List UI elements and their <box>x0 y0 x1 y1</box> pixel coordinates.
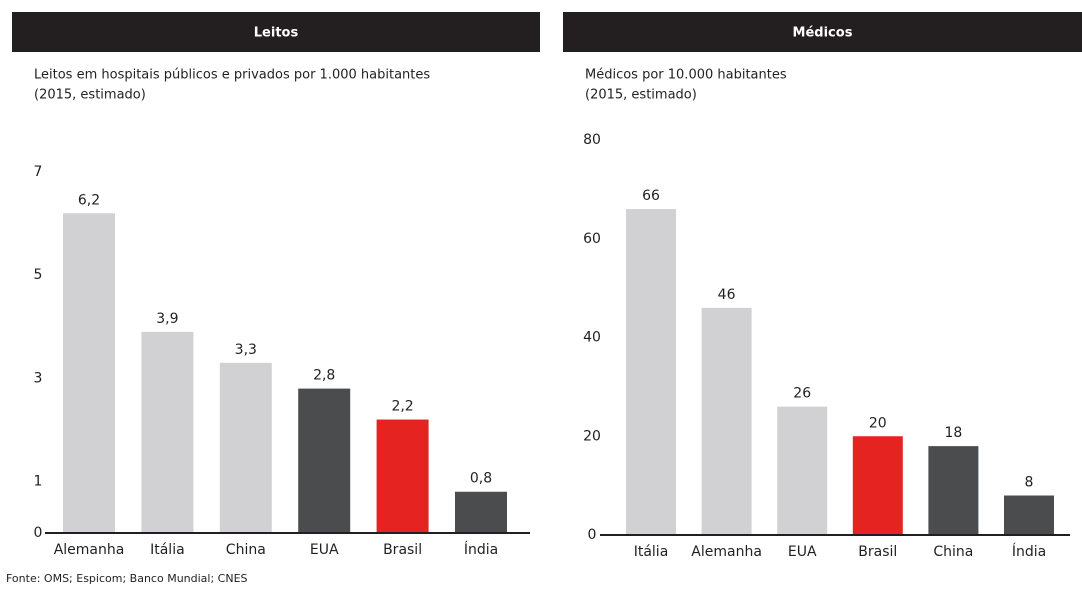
bar <box>626 209 676 535</box>
x-tick-label: EUA <box>788 544 817 560</box>
value-label: 3,9 <box>156 311 178 327</box>
x-tick-label: Alemanha <box>691 544 762 560</box>
header-bar <box>563 12 1082 52</box>
y-tick-label: 80 <box>583 132 601 148</box>
bar <box>141 331 194 533</box>
x-tick-label: Itália <box>150 542 185 558</box>
y-tick-label: 5 <box>34 267 43 283</box>
y-tick-label: 7 <box>34 164 43 180</box>
y-tick-label: 20 <box>583 428 601 444</box>
source: Fonte: OMS; Espicom; Banco Mundial; CNES <box>6 572 248 585</box>
bar <box>219 362 272 533</box>
bar <box>455 491 507 533</box>
subtitle: (2015, estimado) <box>34 88 146 103</box>
subtitle: Leitos em hospitais públicos e privados … <box>34 68 430 83</box>
bar <box>928 446 979 535</box>
value-label: 18 <box>944 425 962 441</box>
x-tick-label: EUA <box>310 542 339 558</box>
x-tick-label: China <box>933 544 973 560</box>
value-label: 3,3 <box>235 342 257 358</box>
x-tick-label: Brasil <box>383 542 422 558</box>
bar <box>852 436 903 535</box>
bar <box>298 388 351 533</box>
y-tick-label: 1 <box>34 473 43 489</box>
x-tick-label: China <box>226 542 266 558</box>
value-label: 8 <box>1025 475 1034 491</box>
x-tick-label: Índia <box>464 541 498 558</box>
y-tick-label: 0 <box>34 525 43 541</box>
bar <box>376 419 429 533</box>
chart-title: Médicos <box>793 26 853 41</box>
x-tick-label: Alemanha <box>54 542 125 558</box>
y-tick-label: 3 <box>34 370 43 386</box>
chart-title: Leitos <box>254 26 299 41</box>
value-label: 0,8 <box>470 471 492 487</box>
y-tick-label: 40 <box>583 330 601 346</box>
bar <box>777 406 828 535</box>
x-tick-label: Itália <box>634 544 669 560</box>
y-tick-label: 60 <box>583 231 601 247</box>
value-label: 20 <box>869 415 887 431</box>
x-tick-label: Índia <box>1012 543 1046 560</box>
subtitle: Médicos por 10.000 habitantes <box>585 68 787 83</box>
y-tick-label: 0 <box>588 527 597 543</box>
subtitle: (2015, estimado) <box>585 88 697 103</box>
bar <box>1004 495 1054 535</box>
x-tick-label: Brasil <box>858 544 897 560</box>
header-bar <box>12 12 540 52</box>
value-label: 66 <box>642 188 660 204</box>
value-label: 26 <box>793 386 811 402</box>
bar <box>63 213 115 533</box>
bar <box>701 307 752 535</box>
value-label: 46 <box>718 287 736 303</box>
value-label: 2,2 <box>391 399 413 415</box>
value-label: 6,2 <box>78 192 100 208</box>
value-label: 2,8 <box>313 368 335 384</box>
